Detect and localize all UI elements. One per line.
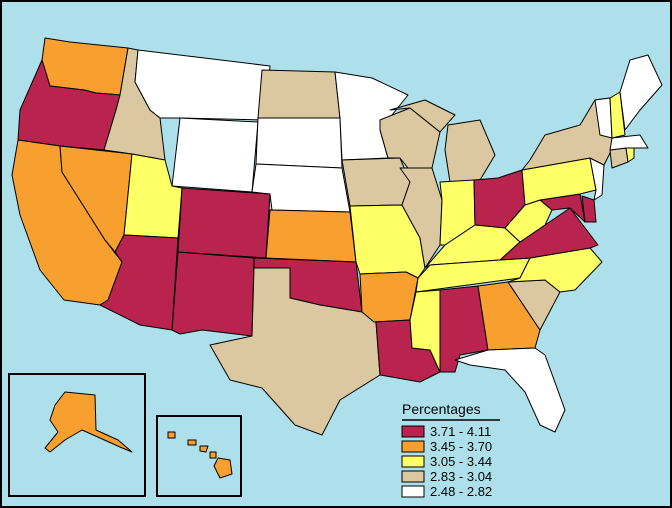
alaska-inset-frame xyxy=(8,373,146,497)
state-hawaii xyxy=(167,431,233,479)
legend-label-3: 2.83 - 3.04 xyxy=(430,469,492,484)
state-alaska xyxy=(44,391,133,453)
legend-swatch-2 xyxy=(401,455,425,468)
legend-label-0: 3.71 - 4.11 xyxy=(430,424,491,439)
state-colorado xyxy=(177,187,271,259)
state-north-dakota xyxy=(257,69,341,119)
state-wyoming xyxy=(171,117,259,193)
state-south-dakota xyxy=(255,117,343,169)
state-kansas xyxy=(265,209,357,263)
state-massachusetts xyxy=(609,134,649,151)
legend-label-4: 2.48 - 2.82 xyxy=(430,484,492,499)
legend-swatch-1 xyxy=(401,440,425,453)
state-new-mexico xyxy=(171,251,255,337)
state-texas xyxy=(209,267,381,436)
state-georgia xyxy=(477,281,541,351)
legend: Percentages 3.71 - 4.11 3.45 - 3.70 3.05… xyxy=(401,401,500,499)
state-maine xyxy=(619,54,663,131)
state-arizona xyxy=(99,234,179,331)
legend-label-2: 3.05 - 3.44 xyxy=(430,454,492,469)
state-delaware xyxy=(581,195,597,223)
legend-label-1: 3.45 - 3.70 xyxy=(430,439,492,454)
hawaii-inset-frame xyxy=(156,415,242,497)
state-iowa xyxy=(341,157,411,207)
legend-swatch-4 xyxy=(401,485,425,498)
legend-swatch-0 xyxy=(401,425,425,438)
state-arkansas xyxy=(359,271,419,323)
state-florida xyxy=(454,347,566,433)
legend-title: Percentages xyxy=(402,401,481,417)
legend-swatch-3 xyxy=(401,470,425,483)
